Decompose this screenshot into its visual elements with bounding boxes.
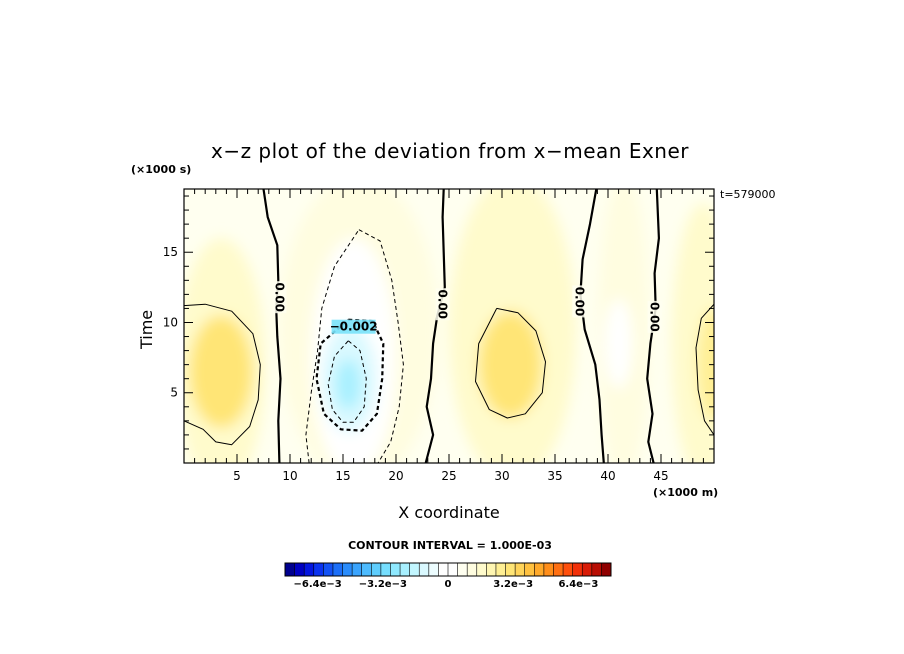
- chart-title: x−z plot of the deviation from x−mean Ex…: [210, 139, 689, 163]
- shaded-region: [189, 315, 253, 428]
- contour-lines: [184, 189, 714, 463]
- contour-label-background: [572, 285, 587, 318]
- colorbar-swatch: [486, 563, 497, 576]
- x-tick-label: 40: [600, 469, 615, 483]
- colorbar-swatch: [553, 563, 564, 576]
- colorbar-swatch: [591, 563, 602, 576]
- axis-tick-labels: 5 10 15 20 25 30 35 40 45 5 10 15: [163, 245, 669, 483]
- zero-contour-line: [424, 189, 446, 463]
- colorbar-swatch: [582, 563, 593, 576]
- colorbar-swatch: [400, 563, 410, 576]
- colorbar-swatch: [371, 563, 382, 576]
- positive-contour-line: [184, 303, 261, 446]
- x-tick-label: 35: [547, 469, 562, 483]
- colorbar-swatch: [457, 563, 468, 576]
- contour-label: −0.002: [330, 320, 378, 334]
- x-tick-label: 25: [441, 469, 456, 483]
- axis-ticks: [184, 189, 714, 463]
- colorbar-swatch: [409, 563, 420, 576]
- colorbar-swatch: [304, 563, 315, 576]
- shaded-region: [604, 298, 633, 389]
- negative-contour-line: [327, 340, 367, 423]
- zero-contour-line: [579, 189, 605, 463]
- contour-label: 0.00: [648, 302, 662, 332]
- negative-contour-line: [315, 318, 385, 432]
- contour-label: 0.00: [272, 282, 286, 312]
- contour-label-background: [272, 281, 287, 314]
- colorbar-swatch: [313, 563, 324, 576]
- colorbar-swatch: [467, 563, 478, 576]
- x-tick-label: 15: [335, 469, 350, 483]
- shaded-region: [335, 359, 362, 410]
- colorbar-swatch: [534, 563, 545, 576]
- colorbar-swatch: [419, 563, 430, 576]
- shaded-region: [478, 311, 543, 419]
- colorbar-swatch: [524, 563, 535, 576]
- colorbar-swatch: [505, 563, 516, 576]
- colorbar-swatch: [332, 563, 343, 576]
- contour-label-background: [647, 300, 662, 333]
- colorbar-tick-label: −6.4e−3: [293, 579, 342, 590]
- colorbar-swatch: [543, 563, 554, 576]
- colorbar-frame: [284, 562, 612, 577]
- colorbar: [284, 562, 612, 577]
- colorbar-swatch: [563, 563, 573, 576]
- zero-contour-line: [646, 189, 660, 463]
- x-tick-label: 5: [233, 469, 241, 483]
- x-tick-label: 30: [494, 469, 509, 483]
- colorbar-swatch: [285, 563, 295, 576]
- colorbar-swatch: [323, 563, 334, 576]
- positive-contour-line: [475, 307, 546, 419]
- x-tick-label: 45: [653, 469, 668, 483]
- contour-interval-note: CONTOUR INTERVAL = 1.000E-03: [348, 539, 552, 552]
- contour-labels: 0.00 −0.002 0.00 0.00 0.00: [272, 281, 662, 334]
- x-tick-label: 10: [282, 469, 297, 483]
- y-axis-unit: (×1000 s): [131, 163, 192, 176]
- contour-label-background: [435, 288, 450, 321]
- colorbar-tick-label: 0: [444, 579, 452, 590]
- colorbar-swatch: [572, 563, 583, 576]
- contour-label: 0.00: [436, 289, 450, 319]
- colorbar-swatch: [495, 563, 506, 576]
- colorbar-tick-label: 6.4e−3: [558, 579, 599, 590]
- x-axis-label: X coordinate: [398, 503, 500, 522]
- colorbar-swatch: [476, 563, 487, 576]
- y-tick-label: 10: [163, 315, 178, 329]
- colorbar-swatch: [352, 563, 363, 576]
- colorbar-swatch: [448, 563, 458, 576]
- colorbar-swatch: [390, 563, 401, 576]
- y-axis-label: Time: [137, 309, 156, 349]
- colorbar-swatch: [428, 563, 439, 576]
- colorbar-tick-label: −3.2e−3: [358, 579, 407, 590]
- x-tick-label: 20: [388, 469, 403, 483]
- time-stamp: t=579000: [720, 188, 776, 201]
- contour-label: 0.00: [572, 287, 586, 317]
- y-tick-label: 15: [163, 245, 178, 259]
- colorbar-swatch: [361, 563, 372, 576]
- colorbar-swatch: [601, 563, 612, 576]
- x-axis-unit: (×1000 m): [653, 486, 719, 499]
- positive-contour-line: [695, 303, 714, 436]
- colorbar-swatch: [380, 563, 391, 576]
- colorbar-swatch: [515, 563, 526, 576]
- colorbar-swatch: [438, 563, 449, 576]
- negative-contour-line: [305, 229, 404, 463]
- y-tick-label: 5: [170, 386, 178, 400]
- contour-label-background: [331, 319, 376, 334]
- colorbar-swatch: [294, 563, 305, 576]
- colorbar-tick-label: 3.2e−3: [493, 579, 534, 590]
- colorbar-swatch: [342, 563, 353, 576]
